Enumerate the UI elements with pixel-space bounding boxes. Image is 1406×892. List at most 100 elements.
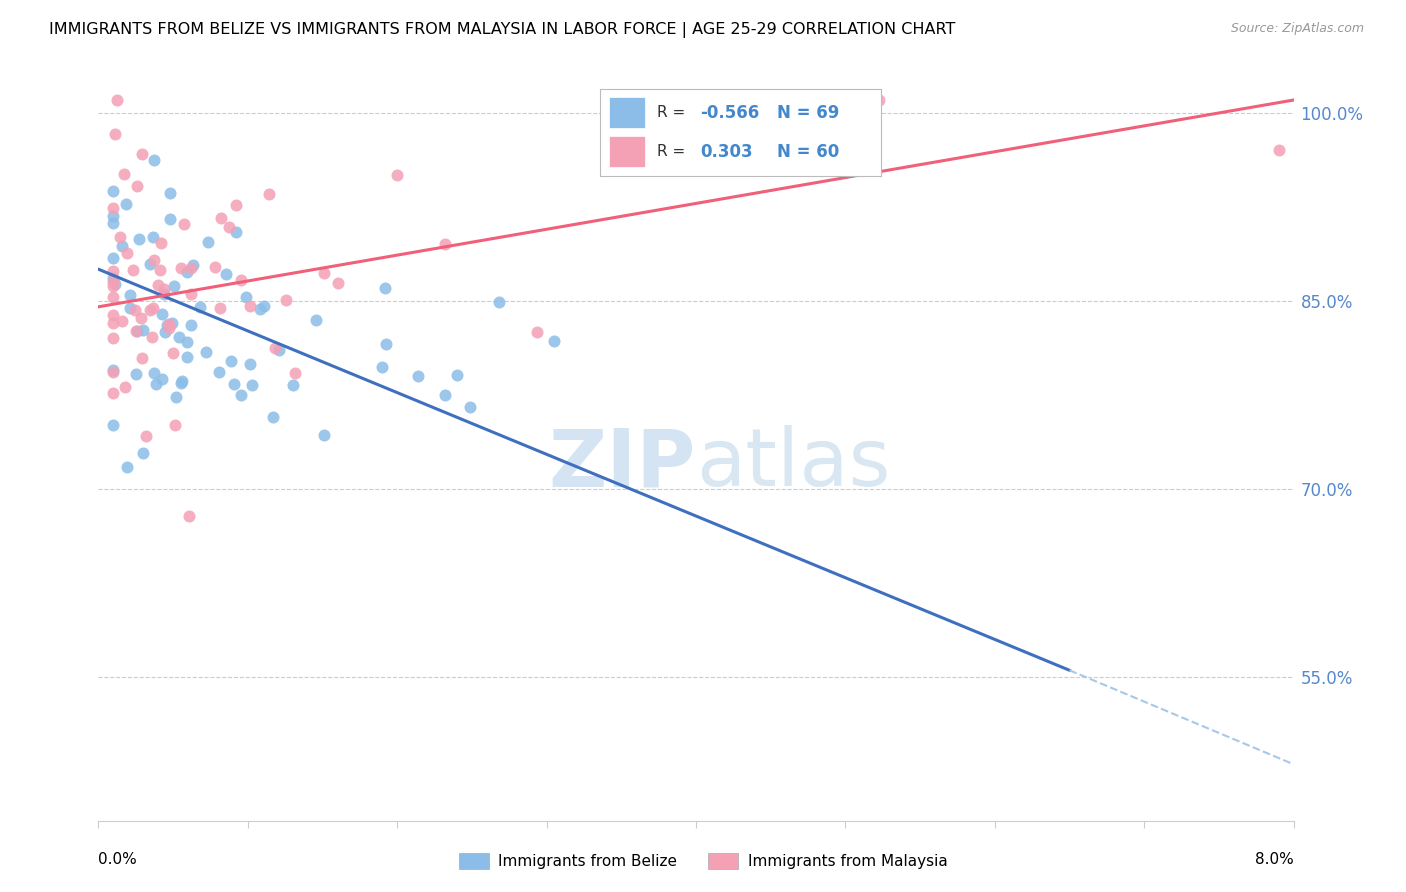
Point [105, 93, 128, 107]
Text: atlas: atlas [696, 425, 890, 503]
Point [114, 196, 136, 211]
Point [263, 342, 285, 356]
Point [156, 318, 179, 332]
Point [103, 308, 125, 322]
Point [145, 376, 167, 391]
Point [118, 301, 141, 315]
Point [103, 279, 125, 293]
Point [209, 211, 232, 226]
Text: IMMIGRANTS FROM BELIZE VS IMMIGRANTS FROM MALAYSIA IN LABOR FORCE | AGE 25-29 CO: IMMIGRANTS FROM BELIZE VS IMMIGRANTS FRO… [49, 22, 956, 38]
Point [103, 184, 125, 198]
Point [458, 400, 481, 414]
Point [180, 318, 202, 332]
Point [218, 219, 240, 234]
Point [225, 225, 247, 239]
Point [180, 287, 202, 301]
Point [229, 273, 252, 287]
Point [124, 303, 146, 318]
Point [103, 251, 125, 265]
Point [170, 374, 193, 388]
Point [235, 290, 257, 304]
Point [131, 147, 153, 161]
Point [149, 263, 172, 277]
Point [165, 417, 187, 432]
Point [157, 321, 180, 335]
Point [128, 232, 150, 246]
Text: 0.0%: 0.0% [98, 852, 138, 867]
Point [111, 239, 134, 253]
Point [176, 350, 198, 364]
Text: Source: ZipAtlas.com: Source: ZipAtlas.com [1230, 22, 1364, 36]
Point [209, 301, 232, 316]
Point [150, 372, 173, 386]
Point [197, 235, 219, 250]
Point [215, 267, 238, 281]
Point [103, 216, 125, 230]
Point [142, 366, 165, 380]
Point [115, 459, 138, 474]
Point [103, 209, 125, 223]
Point [103, 362, 125, 376]
Point [240, 378, 263, 392]
Point [103, 290, 125, 304]
Point [284, 367, 307, 381]
Text: 8.0%: 8.0% [1254, 852, 1294, 867]
Point [257, 187, 280, 202]
Point [162, 346, 184, 360]
Point [446, 368, 468, 382]
Point [183, 258, 205, 272]
Point [224, 377, 246, 392]
Point [274, 293, 297, 307]
Point [125, 367, 148, 381]
Point [314, 266, 336, 280]
Point [239, 299, 262, 313]
Point [249, 302, 271, 317]
Point [149, 235, 172, 250]
Point [253, 299, 276, 313]
Point [153, 325, 176, 339]
Point [143, 153, 166, 167]
Point [143, 253, 166, 268]
Point [239, 357, 262, 371]
Point [142, 229, 165, 244]
Point [103, 365, 125, 379]
Point [328, 276, 350, 290]
Point [374, 281, 396, 295]
Point [160, 317, 183, 331]
Point [159, 212, 181, 227]
Point [103, 316, 125, 330]
Point [219, 354, 242, 368]
Point [103, 201, 125, 215]
Point [434, 237, 457, 252]
Point [262, 410, 284, 425]
Point [370, 359, 392, 374]
Text: ZIP: ZIP [548, 425, 696, 503]
Point [229, 388, 252, 402]
Point [225, 198, 247, 212]
Point [103, 271, 125, 285]
Point [159, 186, 181, 201]
Point [204, 260, 226, 275]
Point [103, 385, 125, 400]
Point [110, 230, 132, 244]
Point [146, 277, 169, 292]
Point [104, 127, 127, 141]
Point [142, 301, 165, 315]
Point [121, 263, 143, 277]
Point [132, 446, 155, 460]
Point [868, 93, 890, 107]
Point [170, 376, 193, 390]
Point [194, 345, 217, 359]
Point [281, 377, 304, 392]
Point [103, 417, 125, 432]
Point [115, 245, 138, 260]
Point [176, 335, 198, 350]
Point [177, 509, 200, 524]
Point [131, 351, 153, 365]
Point [176, 265, 198, 279]
Point [165, 390, 187, 404]
Point [139, 258, 162, 272]
Point [153, 286, 176, 301]
Point [167, 330, 190, 344]
Point [173, 217, 195, 231]
